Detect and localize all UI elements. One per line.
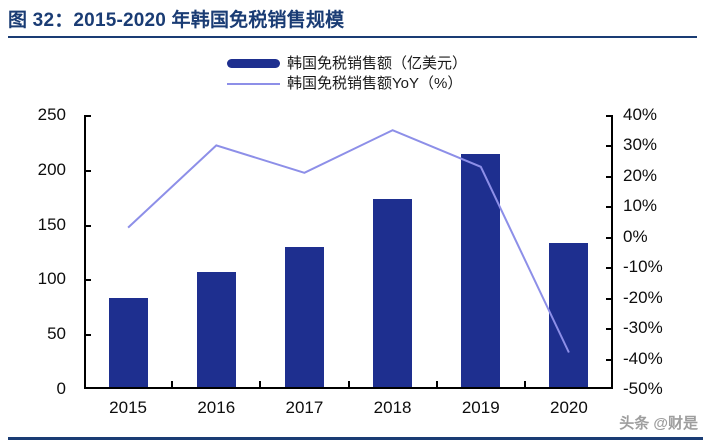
- title-underline: [8, 36, 697, 38]
- left-tick-label: 250: [37, 105, 66, 124]
- right-axis-line: [611, 115, 613, 389]
- bottom-tick-mark: [347, 381, 350, 389]
- bar-2017: [284, 246, 324, 389]
- left-tick-label: 200: [37, 159, 66, 179]
- bar-2020: [549, 243, 589, 389]
- yoy-line: [127, 129, 570, 353]
- bottom-tick-mark: [523, 381, 526, 389]
- x-axis-label-2019: 2019: [461, 398, 500, 417]
- left-tick-mark: [84, 115, 91, 117]
- left-tick-mark: [84, 169, 91, 172]
- left-axis-line: [84, 115, 86, 389]
- right-tick-label: 10%: [623, 196, 658, 216]
- bar-2015: [108, 298, 148, 389]
- right-tick-label: 0%: [623, 226, 648, 246]
- right-tick-label: -50%: [623, 379, 663, 398]
- plot-area: [84, 115, 613, 389]
- right-tick-label: 20%: [623, 165, 658, 185]
- legend-item-label: 韩国免税销售额（亿美元）: [287, 55, 468, 72]
- right-tick-mark: [606, 328, 613, 331]
- legend-item-label: 韩国免税销售额YoY（%）: [287, 75, 463, 92]
- right-tick-label: -20%: [623, 287, 663, 307]
- right-tick-mark: [606, 358, 613, 361]
- right-tick-mark: [606, 236, 613, 239]
- x-axis-label-2016: 2016: [197, 398, 236, 417]
- left-tick-mark: [84, 279, 91, 282]
- x-axis-labels: 2015 2016 2017 2018 2019 2020: [84, 397, 613, 419]
- right-tick-mark: [606, 115, 613, 117]
- right-tick-mark: [606, 145, 613, 148]
- left-tick-label: 150: [37, 214, 66, 234]
- legend-item-yoy: 韩国免税销售额YoY（%）: [227, 74, 467, 93]
- left-tick-label: 50: [47, 324, 66, 344]
- bottom-separator: [8, 437, 703, 440]
- x-axis-label-2020: 2020: [549, 398, 588, 417]
- left-tick-mark: [84, 387, 91, 389]
- left-tick-mark: [84, 334, 91, 337]
- bar-2016: [196, 271, 236, 389]
- left-axis-labels: 250 200 150 100 50 0: [0, 106, 66, 398]
- x-axis-label-2018: 2018: [373, 398, 412, 417]
- right-tick-mark: [606, 267, 613, 270]
- x-axis-label-2015: 2015: [109, 398, 147, 417]
- bottom-tick-mark: [435, 381, 438, 389]
- right-tick-mark: [606, 297, 613, 300]
- right-tick-mark: [606, 387, 613, 389]
- chart-legend: 韩国免税销售额（亿美元） 韩国免税销售额YoY（%）: [227, 54, 467, 93]
- right-tick-mark: [606, 175, 613, 178]
- right-tick-label: 40%: [623, 105, 658, 124]
- left-tick-label: 0: [56, 379, 66, 398]
- right-tick-label: -40%: [623, 348, 663, 368]
- left-tick-mark: [84, 224, 91, 227]
- left-tick-label: 100: [37, 269, 66, 289]
- bar-2018: [373, 199, 413, 389]
- right-tick-mark: [606, 206, 613, 209]
- right-tick-label: -10%: [623, 257, 663, 277]
- legend-bar-swatch: [227, 59, 280, 68]
- bottom-tick-mark: [259, 381, 262, 389]
- right-axis-labels: 40% 30% 20% 10% 0% -10% -20% -30% -40% -50%: [623, 106, 701, 398]
- right-tick-label: -30%: [623, 318, 663, 338]
- bottom-tick-mark: [171, 381, 174, 389]
- right-tick-label: 30%: [623, 135, 658, 155]
- watermark: 头条 @财是: [619, 415, 698, 432]
- yoy-line-chart: [127, 129, 570, 353]
- figure-title: 图 32：2015-2020 年韩国免税销售规模: [8, 10, 345, 31]
- x-axis-label-2017: 2017: [285, 398, 324, 417]
- legend-line-swatch: [227, 82, 280, 85]
- legend-item-sales: 韩国免税销售额（亿美元）: [227, 54, 467, 73]
